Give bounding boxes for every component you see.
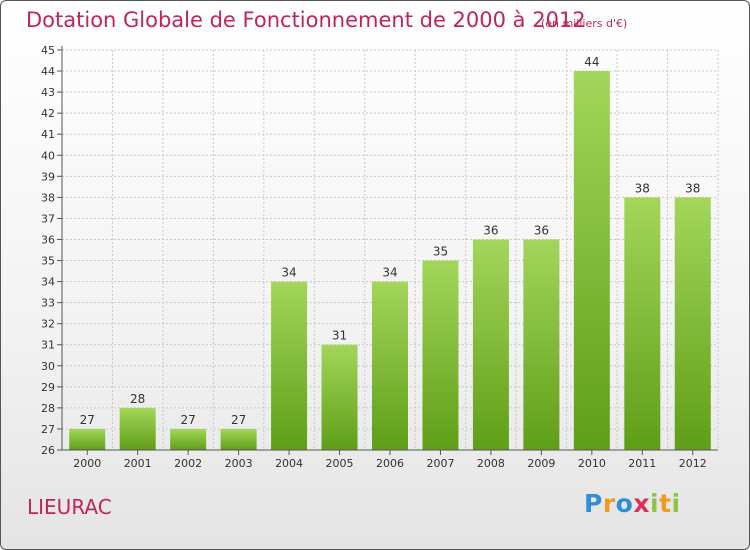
y-tick-label: 45: [41, 44, 55, 57]
x-tick-label: 2009: [527, 457, 555, 470]
bar-2009: [523, 239, 560, 450]
y-tick-label: 37: [41, 212, 55, 225]
data-label: 35: [433, 245, 448, 259]
y-tick-label: 31: [41, 339, 55, 352]
bar-2004: [271, 281, 308, 450]
axes: 26 27 28 29 30 31 32 33 34 35 36 37 38 39 40 41 42 43 44 45…: [41, 44, 718, 470]
x-tick-label: 2004: [275, 457, 303, 470]
logo-letter: P: [584, 489, 603, 518]
y-tick-label: 35: [41, 255, 55, 268]
y-tick-label: 39: [41, 170, 55, 183]
data-label: 38: [635, 181, 650, 195]
logo-letter: i: [650, 489, 660, 518]
data-label: 28: [130, 392, 145, 406]
logo-letter: x: [633, 489, 650, 518]
bar-2001: [119, 407, 156, 450]
x-tick-label: 2011: [628, 457, 656, 470]
logo-letter: r: [602, 489, 616, 518]
y-tick-label: 44: [41, 65, 55, 78]
bar-2007: [422, 260, 459, 450]
bar-2012: [674, 197, 711, 450]
y-tick-label: 34: [41, 276, 55, 289]
bar-2011: [624, 197, 661, 450]
y-tick-label: 33: [41, 297, 55, 310]
y-tick-label: 28: [41, 402, 55, 415]
x-tick-label: 2010: [578, 457, 606, 470]
bar-2005: [321, 344, 358, 450]
y-tick-label: 43: [41, 86, 55, 99]
x-tick-label: 2007: [426, 457, 454, 470]
data-label: 31: [332, 329, 347, 343]
data-label: 27: [181, 413, 196, 427]
y-tick-label: 30: [41, 360, 55, 373]
bar-2003: [220, 428, 257, 450]
x-tick-label: 2000: [73, 457, 101, 470]
y-tick-label: 38: [41, 191, 55, 204]
commune-name: LIEURAC: [27, 495, 112, 519]
logo-letter: t: [659, 489, 672, 518]
data-label: 36: [483, 223, 498, 237]
chart-subtitle: (en milliers d'€): [541, 17, 628, 30]
data-label: 44: [584, 55, 599, 69]
y-tick-label: 36: [41, 233, 55, 246]
x-tick-label: 2008: [477, 457, 505, 470]
chart-title: Dotation Globale de Fonctionnement de 20…: [26, 8, 586, 32]
x-tick-label: 2002: [174, 457, 202, 470]
y-tick-label: 42: [41, 107, 55, 120]
x-tick-label: 2005: [326, 457, 354, 470]
data-label: 34: [382, 266, 397, 280]
x-tick-label: 2001: [124, 457, 152, 470]
bars: [69, 71, 711, 450]
bar-2008: [472, 239, 509, 450]
data-labels: 27 28 27 27 34 31 34 35 36 36 44 38 38: [80, 55, 701, 427]
proxiti-logo: Proxiti: [584, 489, 681, 518]
bar-2006: [372, 281, 408, 450]
data-label: 36: [534, 223, 549, 237]
bar-2002: [170, 428, 207, 450]
data-label: 34: [281, 266, 296, 280]
logo-letter: i: [671, 489, 681, 518]
x-tick-label: 2003: [225, 457, 253, 470]
bar-2010: [573, 71, 610, 450]
bar-2000: [69, 428, 106, 450]
data-label: 27: [231, 413, 246, 427]
y-tick-label: 32: [41, 318, 55, 331]
logo-letter: o: [615, 489, 634, 518]
y-tick-label: 26: [41, 444, 55, 457]
x-tick-label: 2012: [679, 457, 707, 470]
x-tick-label: 2006: [376, 457, 404, 470]
y-tick-label: 40: [41, 149, 55, 162]
y-tick-label: 27: [41, 423, 55, 436]
data-label: 38: [685, 181, 700, 195]
data-label: 27: [80, 413, 95, 427]
y-tick-label: 29: [41, 381, 55, 394]
y-tick-label: 41: [41, 128, 55, 141]
